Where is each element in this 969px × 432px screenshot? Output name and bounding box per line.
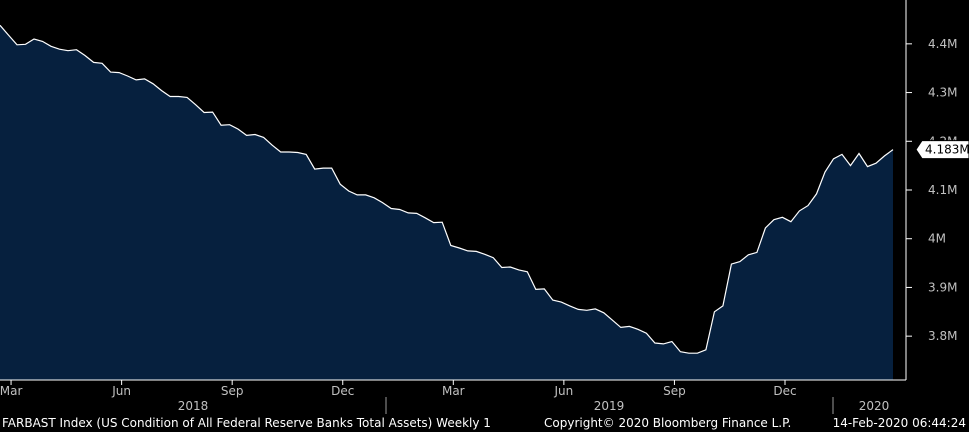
y-tick-label: 4.1M [928, 183, 957, 197]
footer-timestamp: 14-Feb-2020 06:44:24 [832, 416, 966, 430]
x-tick-label: Jun [111, 384, 131, 398]
x-tick-label: Sep [663, 384, 686, 398]
year-label: 2019 [594, 399, 625, 413]
series-line [0, 24, 894, 354]
year-label: 2020 [859, 399, 890, 413]
last-value-badge [915, 140, 969, 160]
y-tick-label: 4.3M [928, 86, 957, 100]
footer: FARBAST Index (US Condition of All Feder… [0, 414, 969, 432]
footer-ticker-description: FARBAST Index (US Condition of All Feder… [2, 416, 491, 430]
x-tick-label: Mar [442, 384, 465, 398]
footer-copyright: Copyright© 2020 Bloomberg Finance L.P. [544, 416, 792, 430]
y-tick-label: 3.9M [928, 280, 957, 294]
year-label: 2018 [178, 399, 209, 413]
x-tick-label: Mar [0, 384, 22, 398]
y-tick-label: 4.4M [928, 37, 957, 51]
series-area-fill [0, 25, 893, 381]
chart-area: 4.4M4.3M4.2M4.1M4M3.9M3.8M4.183MMarJunSe… [0, 0, 969, 414]
x-tick-label: Dec [773, 384, 796, 398]
y-tick-label: 4M [928, 232, 946, 246]
x-tick-label: Jun [553, 384, 573, 398]
x-tick-label: Dec [331, 384, 354, 398]
y-tick-label: 3.8M [928, 329, 957, 343]
last-value-label: 4.183M [925, 143, 969, 157]
x-tick-label: Sep [221, 384, 244, 398]
